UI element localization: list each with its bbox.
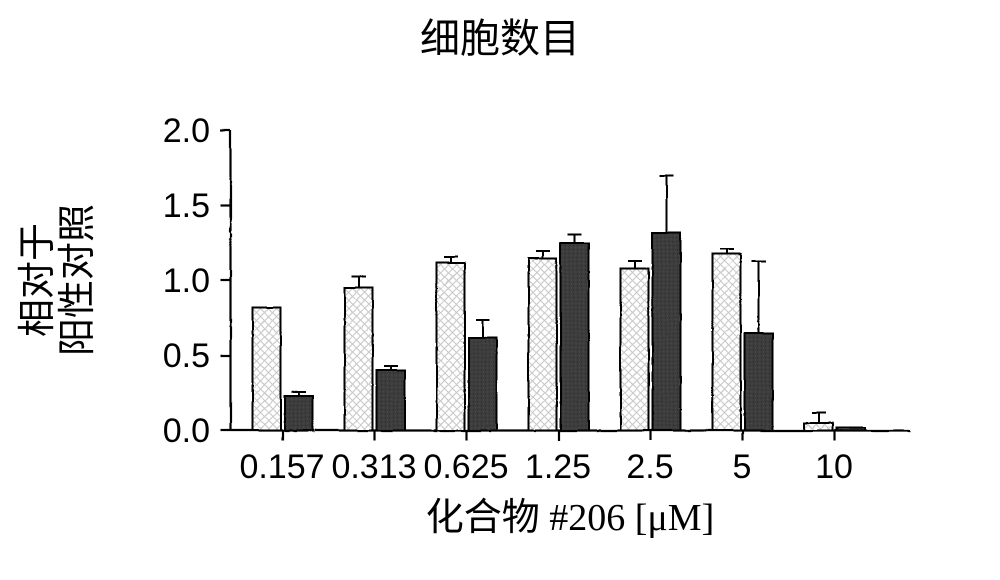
x-tick-label: 5 (733, 448, 752, 486)
bar-open (620, 268, 648, 430)
bar-filled (652, 232, 680, 430)
bar-open (344, 288, 372, 431)
bar-open (436, 262, 464, 430)
chart-title: 细胞数目 (420, 16, 580, 61)
bar-filled (744, 333, 772, 431)
x-tick-label: 0.157 (239, 448, 324, 486)
chart-svg: 细胞数目相对于阳性对照化合物 #206 [μM] 0.0 0.5 1.0 1.5 2.0 0… (0, 0, 1000, 580)
y-axis-label-line: 阳性对照 (57, 204, 99, 356)
bar-open (252, 307, 280, 430)
y-tick-label: 0.5 (163, 337, 210, 375)
bar-filled (560, 243, 588, 431)
y-tick-label: 0.0 (163, 412, 210, 450)
y-tick-label: 1.0 (163, 262, 210, 300)
x-tick-label: 0.313 (331, 448, 416, 486)
x-axis-label: 化合物 #206 [μM] (426, 497, 714, 539)
figure-container: { "title": "细胞数目", "ylabel": "相对于\n阳性对照"… (0, 0, 1000, 580)
bar-filled (284, 396, 312, 431)
chart-bg (0, 0, 1000, 580)
bar-filled (376, 370, 404, 430)
x-tick-label: 2.5 (626, 448, 673, 486)
y-tick-label: 2.0 (163, 112, 210, 150)
y-axis-label-line: 相对于 (17, 223, 59, 337)
x-tick-label: 1.25 (525, 448, 591, 486)
bar-open (804, 423, 832, 431)
bar-open (528, 258, 556, 431)
bar-open (712, 253, 740, 430)
y-tick-label: 1.5 (163, 187, 210, 225)
bar-filled (836, 427, 864, 430)
x-tick-label: 10 (815, 448, 853, 486)
x-tick-label: 0.625 (423, 448, 508, 486)
y-axis-label: 相对于阳性对照 (17, 204, 99, 356)
bar-filled (468, 337, 496, 430)
